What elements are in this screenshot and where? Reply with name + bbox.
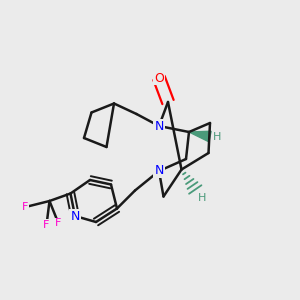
Text: F: F: [22, 202, 29, 212]
Text: N: N: [70, 209, 80, 223]
Text: H: H: [198, 193, 207, 203]
Text: N: N: [154, 164, 164, 178]
Text: N: N: [154, 119, 164, 133]
Text: F: F: [55, 218, 62, 229]
Text: F: F: [43, 220, 50, 230]
Polygon shape: [189, 131, 211, 142]
Text: O: O: [154, 71, 164, 85]
Text: H: H: [213, 131, 222, 142]
